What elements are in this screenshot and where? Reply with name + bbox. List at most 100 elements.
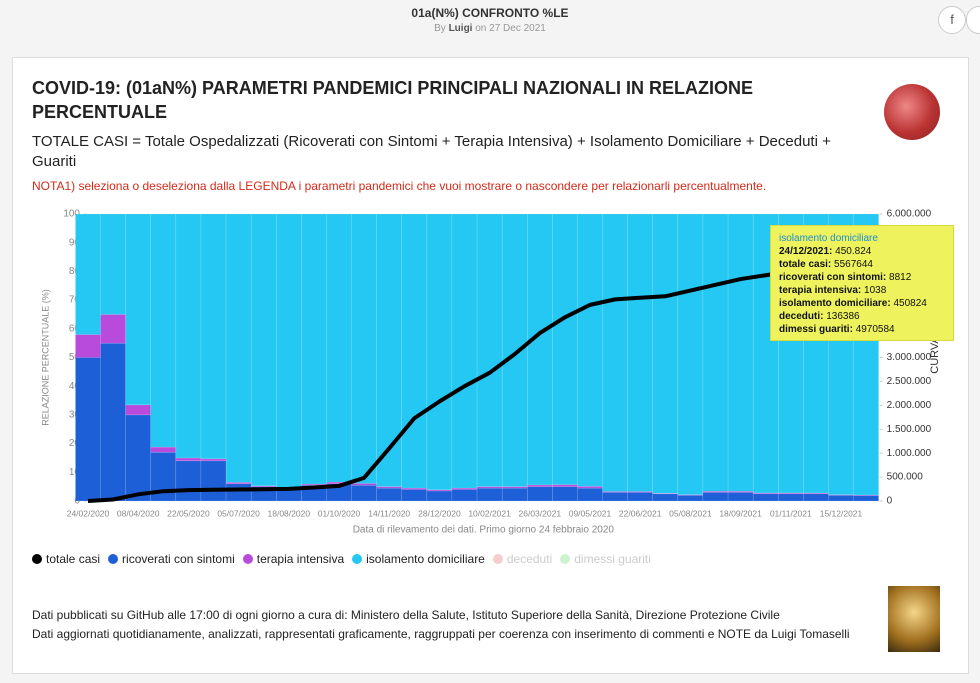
legend-marker	[560, 554, 571, 564]
bar-segment	[175, 213, 202, 459]
legend-label: ricoverati con sintomi	[122, 552, 235, 566]
legend-marker	[242, 554, 253, 564]
chart-subtitle: TOTALE CASI = Totale Ospedalizzati (Rico…	[32, 133, 831, 170]
footer: Dati pubblicati su GitHub alle 17:00 di …	[32, 606, 872, 644]
tooltip-value: 4970584	[855, 324, 895, 335]
bar-segment	[627, 492, 654, 502]
y2-tick-label: 500.000	[887, 472, 924, 483]
tooltip-value: 8812	[889, 272, 912, 283]
x-tick-label: 22/06/2021	[619, 508, 662, 518]
legend-label: totale casi	[46, 552, 101, 566]
bar-segment	[401, 489, 428, 502]
legend-item[interactable]: isolamento domiciliare	[352, 552, 485, 566]
bar-segment	[75, 357, 101, 502]
bar-segment	[326, 213, 352, 483]
bar-segment	[577, 213, 603, 487]
y2-tick-label: 0	[887, 496, 893, 507]
legend-marker	[108, 554, 119, 564]
bar-segment	[577, 486, 603, 489]
y2-tick-label: 6.000.000	[887, 209, 932, 220]
facebook-button[interactable]: f	[938, 6, 966, 34]
bar-segment	[527, 486, 553, 502]
tooltip-title: isolamento domiciliare	[779, 233, 878, 244]
bar-segment	[75, 334, 101, 358]
tooltip-label: deceduti:	[779, 311, 824, 322]
tooltip-value: 450824	[893, 298, 927, 309]
x-tick-label: 18/09/2021	[719, 508, 762, 518]
bar-segment	[527, 484, 553, 487]
y-tick-label: 50	[69, 352, 81, 363]
bar-segment	[627, 213, 654, 492]
x-tick-label: 15/12/2021	[820, 508, 863, 518]
y2-tick-label: 2.000.000	[887, 400, 932, 411]
tooltip-value: 5567644	[834, 259, 873, 270]
bar-segment	[527, 213, 553, 486]
bar-segment	[426, 213, 453, 491]
legend-label: terapia intensiva	[256, 552, 345, 566]
bar-segment	[552, 486, 578, 502]
bar-segment	[100, 342, 126, 502]
x-tick-label: 01/11/2021	[770, 508, 812, 518]
author-photo	[888, 586, 940, 652]
bar-segment	[225, 483, 252, 502]
bar-segment	[200, 213, 227, 460]
bar-segment	[200, 460, 227, 502]
legend-marker	[352, 554, 363, 564]
bar-segment	[702, 492, 729, 502]
line	[87, 232, 867, 503]
y-tick-label: 20	[69, 438, 81, 449]
y-tick-label: 30	[69, 410, 81, 421]
bar-segment	[602, 492, 628, 502]
tooltip-row: deceduti: 136386	[779, 310, 947, 323]
legend-item[interactable]: ricoverati con sintomi	[108, 552, 235, 566]
bar-segment	[125, 213, 152, 406]
footer-line: Dati aggiornati quotidianamente, analizz…	[32, 627, 850, 641]
legend-item[interactable]: dimessi guariti	[560, 552, 651, 566]
bar-segment	[351, 213, 377, 484]
tooltip-label: isolamento domiciliare:	[779, 298, 891, 309]
y2-tick-label: 1.500.000	[887, 424, 932, 435]
x-tick-label: 05/07/2020	[217, 508, 260, 518]
bar-segment	[200, 458, 227, 462]
legend-item[interactable]: totale casi	[32, 552, 100, 566]
x-tick-label: 22/05/2020	[167, 508, 210, 518]
bar-segment	[376, 487, 402, 502]
bar-segment	[552, 213, 578, 485]
bar-segment	[552, 484, 578, 487]
x-tick-label: 14/11/2020	[368, 508, 410, 518]
footer-line: Dati pubblicati su GitHub alle 17:00 di …	[32, 608, 780, 622]
bar-segment	[577, 487, 603, 502]
bar-segment	[150, 213, 177, 448]
y-axis-label: RELAZIONE PERCENTUALE (%)	[40, 289, 50, 426]
bar-segment	[803, 493, 829, 502]
y2-tick-label: 3.000.000	[887, 352, 932, 363]
legend-item[interactable]: deceduti	[492, 552, 552, 566]
legend-item[interactable]: terapia intensiva	[242, 552, 345, 566]
bar-segment	[652, 493, 679, 502]
tooltip-label: ricoverati con sintomi:	[779, 272, 887, 283]
bar-segment	[451, 489, 478, 502]
bar-segment	[702, 213, 729, 492]
legend-marker	[492, 554, 503, 564]
bar-segment	[853, 495, 879, 502]
bar-segment	[828, 495, 854, 502]
bar-segment	[602, 213, 628, 492]
post-title: 01a(N%) CONFRONTO %LE	[411, 6, 569, 20]
bar-segment	[100, 213, 126, 315]
bar-segment	[476, 213, 503, 487]
x-tick-label: 18/08/2020	[268, 508, 311, 518]
tooltip-value: 1038	[864, 285, 887, 296]
legend-label: dimessi guariti	[574, 552, 651, 566]
bar-segment	[401, 213, 428, 489]
tooltip-row: 24/12/2021: 450.824	[779, 245, 947, 258]
legend-marker	[32, 554, 42, 564]
bar-segment	[125, 404, 152, 416]
y-tick-label: 90	[69, 237, 81, 248]
y2-axis-label: CURVA	[929, 336, 941, 374]
byline: By Luigi on 27 Dec 2021	[0, 23, 980, 34]
chart-note: NOTA1) seleziona o deseleziona dalla LEG…	[32, 179, 767, 193]
virus-icon	[884, 84, 940, 140]
bar-segment	[476, 487, 503, 502]
tooltip-value: 450.824	[835, 246, 872, 257]
